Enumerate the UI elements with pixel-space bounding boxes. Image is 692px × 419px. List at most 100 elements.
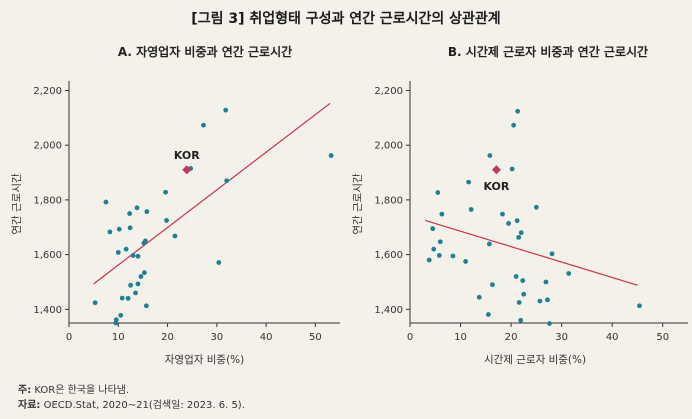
chart-a-x-tick-label: 50 xyxy=(309,332,322,343)
chart-b-point xyxy=(436,253,442,258)
chart-b-point xyxy=(463,259,468,264)
chart-b-y-tick-label: 1,600 xyxy=(374,250,403,261)
chart-b-point xyxy=(566,271,572,276)
chart-a-y-axis-label: 연간 근로시간 xyxy=(11,173,23,235)
chart-a-point xyxy=(127,211,133,216)
chart-b-y-tick-label: 1,400 xyxy=(374,305,403,316)
chart-b-point xyxy=(514,218,520,224)
notes: 주: KOR은 한국을 나타냄. 자료: OECD.Stat, 2020~21(… xyxy=(18,383,245,413)
chart-a-point xyxy=(133,290,138,296)
chart-b-x-tick-label: 30 xyxy=(555,332,568,343)
chart-b-y-tick-label: 1,800 xyxy=(374,195,403,206)
chart-a-point xyxy=(125,295,131,301)
chart-b-point xyxy=(518,230,524,236)
chart-a-kor-marker xyxy=(182,165,192,175)
source-label: 자료: xyxy=(18,400,41,411)
chart-a-point xyxy=(135,253,141,259)
chart-b-point xyxy=(476,294,482,300)
chart-a-point xyxy=(142,238,148,244)
chart-a-y-tick-label: 1,400 xyxy=(33,305,62,316)
chart-a-point xyxy=(134,205,140,211)
chart-a-point xyxy=(201,122,206,128)
chart-a-x-tick-label: 0 xyxy=(66,332,72,343)
chart-b-point xyxy=(489,282,495,288)
chart-b-x-tick-label: 50 xyxy=(656,332,669,343)
chart-b-y-tick-label: 2,200 xyxy=(374,86,403,97)
chart-b-point xyxy=(485,312,491,317)
chart-a-point xyxy=(328,153,334,158)
chart-a-point xyxy=(118,312,124,318)
chart-b-point xyxy=(426,257,432,263)
chart-a-point xyxy=(128,282,133,288)
chart-b-point xyxy=(637,303,642,309)
chart-b-point xyxy=(518,317,524,323)
chart-b-y-axis-label: 연간 근로시간 xyxy=(352,173,364,235)
chart-a-title: A. 자영업자 비중과 연간 근로시간 xyxy=(118,44,292,59)
source-text: OECD.Stat, 2020~21(검색일: 2023. 6. 5). xyxy=(43,400,245,411)
chart-a-point xyxy=(216,260,222,265)
chart-a-point xyxy=(172,233,178,239)
chart-b-point xyxy=(533,204,539,210)
chart-b-point xyxy=(513,274,519,279)
chart-a-y-tick-label: 1,800 xyxy=(33,195,62,206)
note-line: 주: KOR은 한국을 나타냄. xyxy=(18,383,245,398)
chart-b-point xyxy=(487,153,493,158)
chart-a-point xyxy=(113,317,119,323)
chart-a-x-tick-label: 30 xyxy=(210,332,223,343)
chart-a-point xyxy=(164,218,169,223)
chart-a-point xyxy=(130,253,136,258)
chart-b-x-tick-label: 20 xyxy=(505,332,518,343)
chart-b-x-tick-label: 10 xyxy=(454,332,467,343)
chart-b-x-tick-label: 0 xyxy=(407,332,413,343)
chart-b-y-tick-label: 2,000 xyxy=(374,141,403,152)
chart-b-title: B. 시간제 근로자 비중과 연간 근로시간 xyxy=(448,44,648,59)
chart-b-point xyxy=(509,166,515,172)
source-line: 자료: OECD.Stat, 2020~21(검색일: 2023. 6. 5). xyxy=(18,398,245,413)
chart-a-point xyxy=(223,107,229,113)
chart-a-x-tick-label: 40 xyxy=(260,332,273,343)
chart-b-point xyxy=(486,241,492,247)
chart-a-x-tick-label: 20 xyxy=(161,332,174,343)
chart-a-point xyxy=(163,189,168,195)
figure-title: [그림 3] 취업형태 구성과 연간 근로시간의 상관관계 xyxy=(191,11,501,27)
chart-a-x-axis-label: 자영업자 비중(%) xyxy=(165,353,244,366)
chart-b-point xyxy=(437,239,443,245)
chart-a-point xyxy=(92,300,98,306)
note-label: 주: xyxy=(18,385,32,396)
chart-a-point xyxy=(123,246,129,252)
chart-b-kor-label: KOR xyxy=(484,180,510,193)
chart-b-point xyxy=(549,251,555,257)
chart-a-y-tick-label: 2,000 xyxy=(33,141,62,152)
chart-b-point xyxy=(468,207,474,212)
chart-b-kor-marker xyxy=(491,165,501,175)
chart-b-point xyxy=(516,300,522,305)
chart-a-point xyxy=(127,225,133,231)
chart-b-point xyxy=(439,211,445,217)
chart-a-point xyxy=(103,199,109,205)
chart-a-point xyxy=(144,209,150,215)
chart-a-point xyxy=(116,226,122,232)
chart-b-point xyxy=(545,297,550,303)
chart-a-point xyxy=(224,178,230,184)
chart-b-point xyxy=(431,246,437,252)
chart-a-kor-label: KOR xyxy=(174,149,200,162)
chart-b-point xyxy=(543,279,549,285)
chart-b-point xyxy=(516,234,522,240)
chart-b-point xyxy=(500,211,505,217)
chart-a-point xyxy=(141,270,147,276)
chart-a-point xyxy=(115,250,121,255)
chart-b-x-axis-label: 시간제 근로자 비중(%) xyxy=(484,354,586,366)
chart-a-point xyxy=(138,274,144,279)
chart-a-point xyxy=(107,229,113,235)
chart-b-point xyxy=(537,298,543,304)
chart-b-point xyxy=(466,179,472,185)
chart-b-point xyxy=(520,278,526,283)
chart-b-x-tick-label: 40 xyxy=(606,332,619,343)
chart-b-point xyxy=(511,122,517,128)
chart-a-point xyxy=(135,281,141,287)
note-text: KOR은 한국을 나타냄. xyxy=(34,385,130,396)
chart-b-point xyxy=(450,253,456,259)
chart-b-fit-line xyxy=(424,219,638,286)
chart-b-point xyxy=(506,221,511,226)
